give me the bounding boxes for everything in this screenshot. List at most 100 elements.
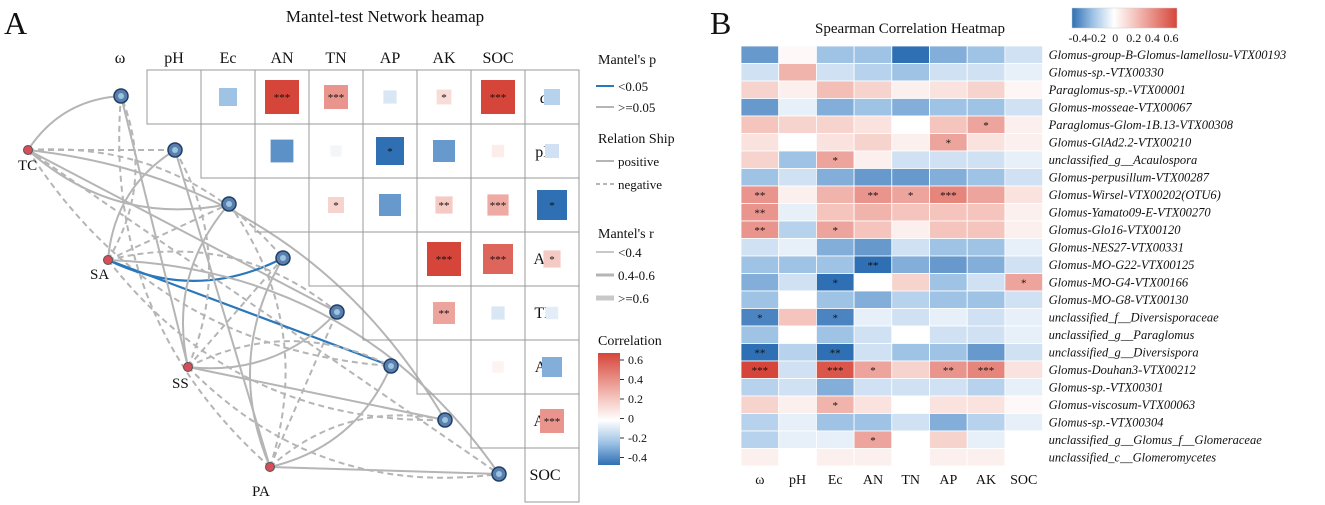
spearman-cell (740, 150, 780, 169)
spearman-cell (740, 378, 780, 397)
spearman-cell (740, 45, 780, 64)
spearman-cell (853, 448, 893, 467)
spearman-cell (816, 63, 855, 82)
spearman-cell (1004, 448, 1044, 467)
colorbar-b-tick: 0 (1112, 31, 1118, 45)
spearman-cell (929, 448, 968, 467)
spearman-cell (816, 168, 855, 187)
var-node-core (172, 147, 178, 153)
spearman-cell (778, 150, 817, 169)
spearman-col-label: Ec (828, 473, 843, 488)
panel-b-colorbar (1071, 7, 1178, 29)
legend-r-title: Mantel's r (598, 227, 654, 242)
mantel-grid-cell (146, 69, 202, 125)
mantel-cell-pH-AK (491, 144, 505, 158)
spearman-sig: ** (754, 225, 765, 237)
col-label-ph: pH (164, 50, 184, 67)
spearman-cell (853, 395, 893, 414)
spearman-cell (891, 413, 930, 432)
spearman-cell (1004, 360, 1044, 379)
spearman-cell (966, 45, 1006, 64)
spearman-cell (740, 168, 780, 187)
spearman-cell (816, 238, 855, 257)
spearman-sig: * (870, 435, 876, 447)
edge-TC-Ec (27, 149, 230, 211)
edge-SS-SOC (187, 366, 500, 479)
spearman-sig: * (833, 312, 839, 324)
panel-a: A Mantel-test Network heamap ω pH Ec AN … (4, 5, 675, 503)
panel-a-legend: Mantel's p <0.05 >=0.05 Relation Ship po… (596, 53, 675, 465)
mantel-grid-cell (362, 231, 418, 287)
spearman-cell (853, 115, 893, 134)
edge-SS-TN (187, 311, 338, 370)
spearman-cell (966, 133, 1006, 152)
mantel-sig-Ec-AP: ** (439, 200, 450, 212)
mantel-cell-AN-SOC (543, 250, 561, 268)
spearman-cell (816, 203, 855, 222)
spearman-row-label: Glomus-viscosum-VTX00063 (1049, 398, 1196, 412)
spearman-cell (853, 413, 893, 432)
spearman-cell (966, 150, 1006, 169)
col-label-ak: AK (432, 50, 456, 67)
spearman-cell (966, 185, 1006, 204)
spearman-sig: ** (867, 260, 878, 272)
spearman-cell (891, 98, 930, 117)
spearman-cell (853, 325, 893, 344)
spearman-sig: ** (830, 347, 841, 359)
spearman-cell (778, 45, 817, 64)
mantel-cell-pH-Ec (270, 139, 294, 163)
spearman-cell (778, 185, 817, 204)
spearman-cell (966, 343, 1006, 362)
spearman-cell (778, 203, 817, 222)
spearman-cell (853, 343, 893, 362)
mantel-sig-AN-SOC: * (549, 254, 555, 266)
corr-tick-label: 0.2 (628, 392, 643, 406)
spearman-row-label: Glomus-perpusillum-VTX00287 (1049, 170, 1210, 184)
mantel-sig-ω-AN: *** (328, 92, 345, 104)
spearman-cell (740, 290, 780, 309)
legend-rel-item-pos: positive (618, 154, 659, 169)
colorbar-b-tick: 0.4 (1145, 31, 1160, 45)
mantel-cell-AK-SOC (540, 409, 564, 433)
legend-corr-ticks: 0.6 0.4 0.2 0 -0.2 -0.4 (620, 353, 647, 465)
spearman-col-labels: ω pH Ec AN TN AP AK SOC (755, 473, 1037, 488)
spearman-cell (929, 98, 968, 117)
spearman-cell (1004, 308, 1044, 327)
col-label-ec: Ec (220, 50, 237, 67)
var-node-core (280, 255, 286, 261)
spearman-cell (778, 360, 817, 379)
spearman-row-label: Glomus-Wirsel-VTX00202(OTU6) (1049, 188, 1221, 202)
edge-TC-ω (27, 95, 122, 151)
mantel-sig-AN-AK: *** (490, 254, 507, 266)
spearman-cell (853, 98, 893, 117)
spearman-sig: ** (943, 365, 954, 377)
spearman-cell (778, 325, 817, 344)
spearman-row-label: unclassified_g__Glomus_f__Glomeraceae (1049, 433, 1263, 447)
spearman-row-label: Glomus-MO-G4-VTX00166 (1049, 275, 1189, 289)
colorbar-b-tick: 0.6 (1164, 31, 1179, 45)
mantel-cell-Ec-AN (328, 197, 344, 213)
spearman-col-label: AK (976, 473, 996, 488)
mantel-grid-cell (308, 231, 364, 287)
edge-PA-SOC (269, 466, 500, 475)
spearman-cell (891, 63, 930, 82)
colorbar-b-tick: -0.4 (1069, 31, 1088, 45)
spearman-col-label: SOC (1010, 473, 1037, 488)
spearman-cell (778, 255, 817, 274)
edge-TC-TN (27, 149, 338, 313)
spearman-cell (816, 413, 855, 432)
col-label-soc: SOC (482, 50, 513, 67)
panel-b: B Spearman Correlation Heatmap -0.4 -0.2 0… (710, 5, 1286, 488)
mantel-sig-Ec-SOC: * (549, 200, 555, 212)
spearman-sig: *** (978, 365, 995, 377)
spearman-cell (1004, 133, 1044, 152)
spearman-cell (816, 378, 855, 397)
spearman-cell (891, 115, 930, 134)
spearman-cell (1004, 255, 1044, 274)
spearman-cell (1004, 290, 1044, 309)
legend-corr-title: Correlation (598, 334, 662, 349)
spearman-cell (929, 115, 968, 134)
legend-corr-colorbar (598, 353, 620, 465)
mantel-cell-pH-SOC (545, 144, 559, 158)
edge-SS-ω (120, 95, 189, 368)
